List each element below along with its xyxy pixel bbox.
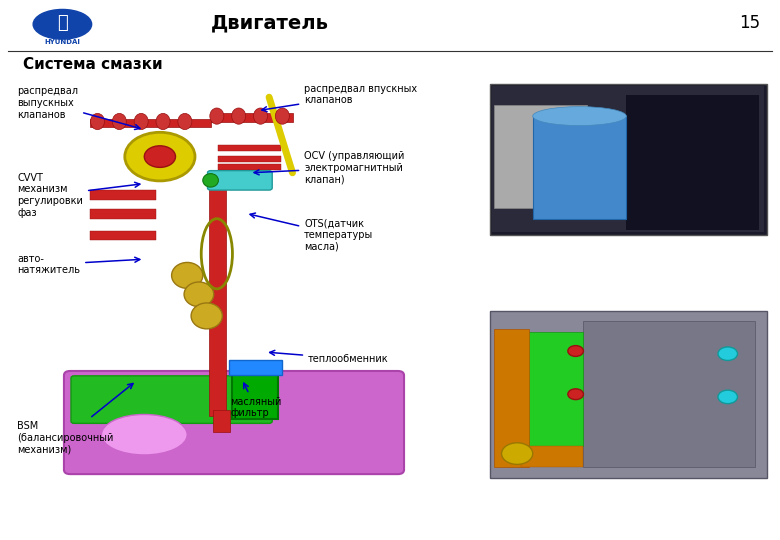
Text: теплообменник: теплообменник	[270, 350, 388, 364]
Text: OCV (управляющий
электромагнитный
клапан): OCV (управляющий электромагнитный клапан…	[254, 151, 405, 184]
Bar	[626, 94, 759, 230]
Ellipse shape	[101, 415, 187, 455]
Text: CVVT
механизм
регулировки
фаз: CVVT механизм регулировки фаз	[17, 173, 140, 218]
FancyBboxPatch shape	[207, 171, 272, 190]
Ellipse shape	[718, 347, 738, 361]
Ellipse shape	[156, 113, 170, 130]
Text: HYUNDAI: HYUNDAI	[44, 39, 80, 45]
Text: Ⓗ: Ⓗ	[57, 14, 68, 32]
Text: BSM
(балансировочный
механизм): BSM (балансировочный механизм)	[17, 383, 133, 454]
Ellipse shape	[184, 282, 214, 307]
Ellipse shape	[134, 113, 148, 130]
FancyBboxPatch shape	[64, 371, 404, 474]
Ellipse shape	[33, 10, 92, 39]
Bar	[490, 310, 767, 478]
Text: Система смазки: Система смазки	[23, 57, 163, 72]
Ellipse shape	[533, 107, 626, 126]
Ellipse shape	[178, 113, 192, 130]
FancyBboxPatch shape	[71, 376, 272, 423]
Text: OTS(датчик
температуры
масла): OTS(датчик температуры масла)	[250, 213, 374, 252]
Text: авто-
натяжитель: авто- натяжитель	[17, 254, 140, 275]
Ellipse shape	[502, 443, 533, 464]
Ellipse shape	[144, 146, 176, 167]
Ellipse shape	[172, 262, 203, 288]
Bar	[533, 116, 626, 219]
Bar	[521, 446, 583, 467]
Bar	[213, 410, 230, 432]
Bar	[521, 332, 583, 446]
Ellipse shape	[232, 108, 246, 124]
Bar	[494, 329, 529, 467]
Ellipse shape	[718, 390, 738, 404]
Bar	[583, 321, 755, 467]
Bar	[232, 373, 278, 418]
Text: распредвал
выпускных
клапанов: распредвал выпускных клапанов	[17, 86, 140, 130]
Bar	[229, 360, 282, 375]
Bar	[490, 84, 767, 235]
Ellipse shape	[210, 108, 224, 124]
Ellipse shape	[275, 108, 289, 124]
Bar	[90, 231, 156, 240]
Ellipse shape	[112, 113, 126, 130]
Text: масляный
фильтр: масляный фильтр	[230, 383, 282, 418]
Ellipse shape	[191, 303, 222, 329]
Bar	[90, 119, 211, 127]
Bar	[218, 145, 281, 151]
Ellipse shape	[568, 389, 583, 400]
Bar	[492, 86, 764, 232]
Bar	[90, 190, 156, 200]
Bar	[209, 184, 226, 416]
Text: распредвал впускных
клапанов: распредвал впускных клапанов	[262, 84, 417, 112]
Ellipse shape	[203, 173, 218, 187]
Text: 15: 15	[739, 14, 760, 32]
Bar	[218, 156, 281, 162]
Ellipse shape	[568, 346, 583, 356]
Text: Двигатель: Двигатель	[211, 13, 328, 32]
Ellipse shape	[125, 132, 195, 181]
Bar	[218, 164, 281, 170]
Bar	[90, 209, 156, 219]
Bar	[494, 105, 587, 208]
Bar	[211, 113, 292, 122]
Ellipse shape	[90, 113, 105, 130]
Ellipse shape	[254, 108, 268, 124]
